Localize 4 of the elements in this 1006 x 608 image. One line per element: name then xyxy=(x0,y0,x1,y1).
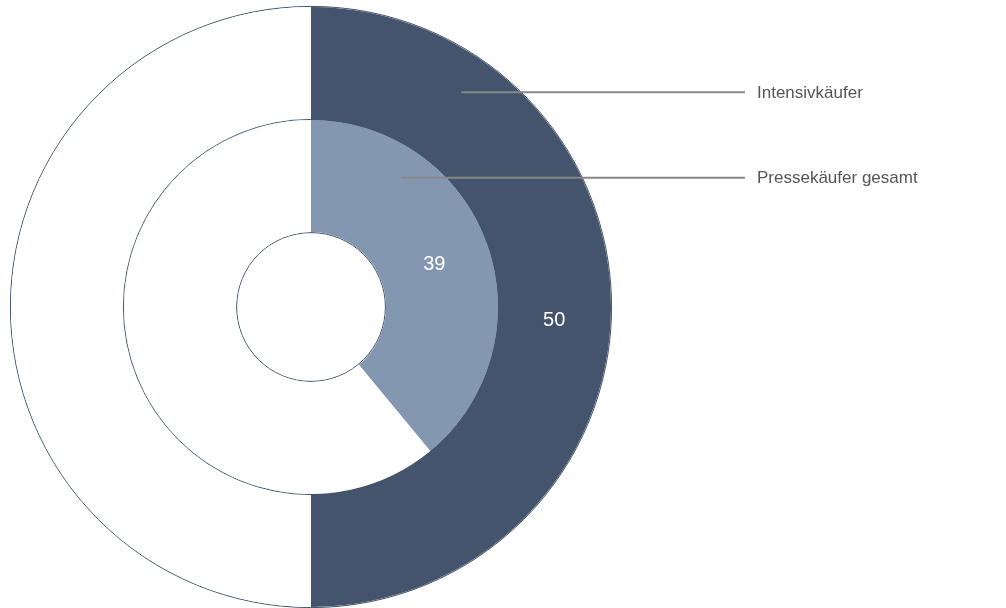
data-label: 50 xyxy=(543,308,566,331)
data-label: 39 xyxy=(423,251,446,274)
slice-label: Pressekäufer gesamt xyxy=(757,168,918,188)
slice-label: Intensivkäufer xyxy=(757,82,864,102)
